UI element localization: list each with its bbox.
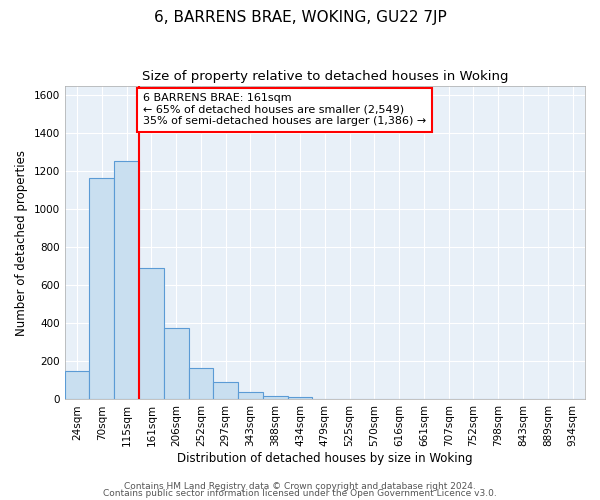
Bar: [263, 396, 287, 400]
Bar: [114, 160, 139, 400]
Bar: [65, 372, 89, 400]
Bar: [214, 382, 238, 400]
Bar: [89, 178, 114, 400]
Text: Contains HM Land Registry data © Crown copyright and database right 2024.: Contains HM Land Registry data © Crown c…: [124, 482, 476, 491]
X-axis label: Distribution of detached houses by size in Woking: Distribution of detached houses by size …: [177, 452, 473, 465]
Title: Size of property relative to detached houses in Woking: Size of property relative to detached ho…: [142, 70, 508, 83]
Bar: [287, 396, 313, 400]
Bar: [238, 392, 263, 400]
Text: Contains public sector information licensed under the Open Government Licence v3: Contains public sector information licen…: [103, 489, 497, 498]
Y-axis label: Number of detached properties: Number of detached properties: [15, 150, 28, 336]
Text: 6, BARRENS BRAE, WOKING, GU22 7JP: 6, BARRENS BRAE, WOKING, GU22 7JP: [154, 10, 446, 25]
Bar: [164, 328, 188, 400]
Bar: [139, 268, 164, 400]
Text: 6 BARRENS BRAE: 161sqm
← 65% of detached houses are smaller (2,549)
35% of semi-: 6 BARRENS BRAE: 161sqm ← 65% of detached…: [143, 93, 426, 126]
Bar: [188, 368, 214, 400]
